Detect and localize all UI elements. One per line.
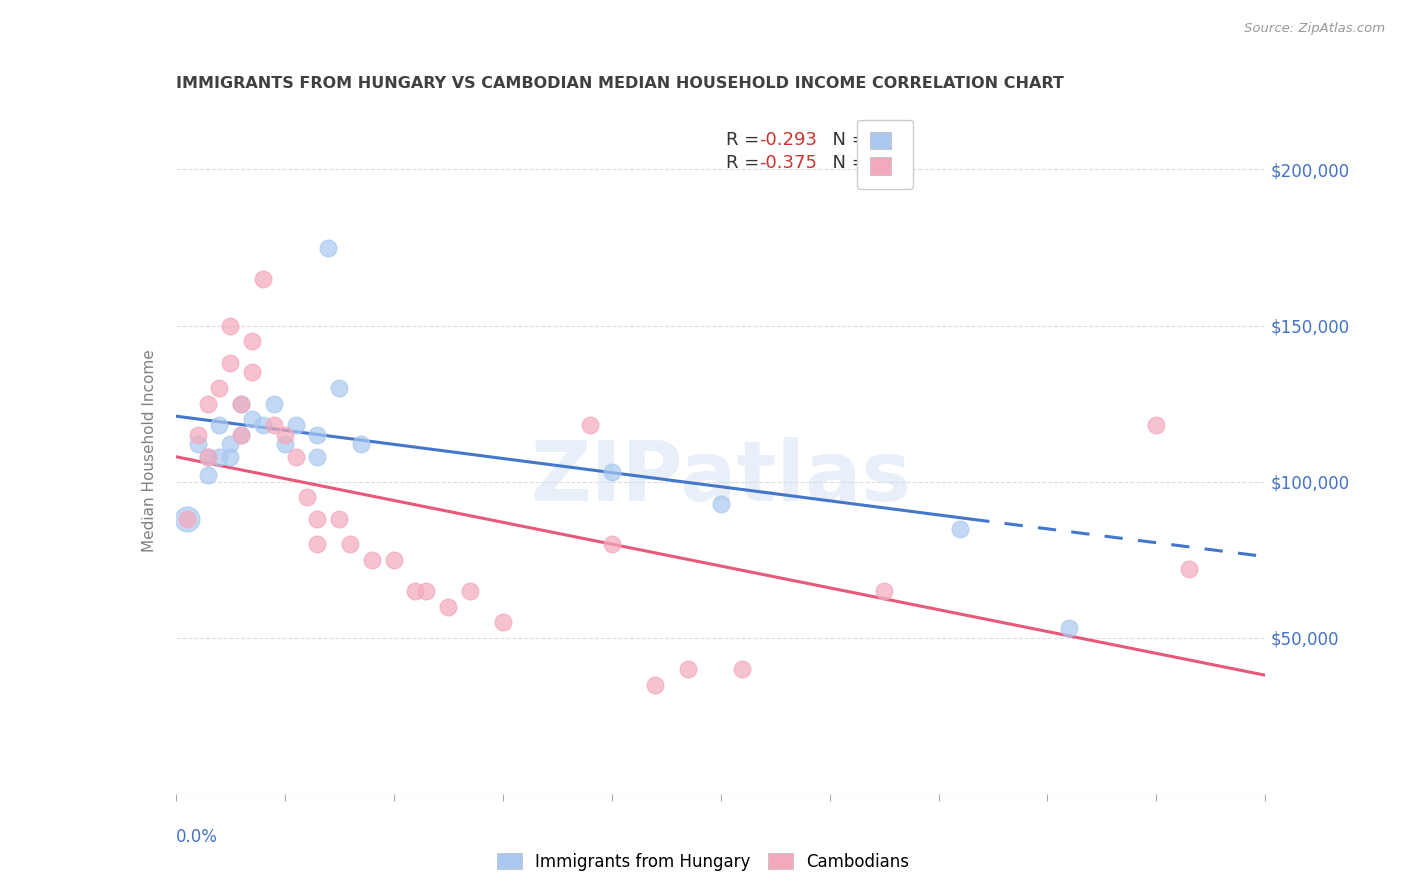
Point [600,537,623,551]
Point [219,437,242,451]
Point [328,381,350,395]
Point [437,599,460,614]
Point [231,396,253,410]
Point [284,418,307,433]
Point [492,615,515,630]
Point [350,437,373,451]
Point [1144,418,1167,433]
Text: -0.293: -0.293 [759,131,817,149]
Point [644,678,666,692]
Point [295,490,318,504]
Point [458,583,481,598]
Point [240,366,263,380]
Point [231,396,253,410]
Point [1057,621,1080,635]
Point [263,418,285,433]
Text: N =: N = [821,154,872,172]
Point [197,468,219,483]
Point [307,537,329,551]
Point [219,356,242,370]
Text: R =: R = [725,154,765,172]
Point [307,450,329,464]
Point [274,437,297,451]
Text: R =: R = [725,131,765,149]
Point [208,381,231,395]
Point [873,583,896,598]
Point [219,450,242,464]
Point [186,427,209,442]
Legend: , : , [858,120,912,189]
Point [1178,562,1201,576]
Point [219,318,242,333]
Point [208,450,231,464]
Point [949,521,972,535]
Point [252,418,274,433]
Point [600,466,623,480]
Text: ZIPatlas: ZIPatlas [530,437,911,518]
Point [240,334,263,348]
Point [176,512,198,526]
Point [284,450,307,464]
Point [710,496,733,510]
Point [307,512,329,526]
Point [263,396,285,410]
Point [197,450,219,464]
Point [382,552,405,567]
Point [231,427,253,442]
Point [307,427,329,442]
Point [208,418,231,433]
Point [240,412,263,426]
Point [318,240,340,255]
Point [252,271,274,285]
Point [731,662,754,676]
Text: N =: N = [821,131,872,149]
Point [197,450,219,464]
Point [405,583,427,598]
Point [415,583,437,598]
Point [197,396,219,410]
Point [579,418,602,433]
Text: IMMIGRANTS FROM HUNGARY VS CAMBODIAN MEDIAN HOUSEHOLD INCOME CORRELATION CHART: IMMIGRANTS FROM HUNGARY VS CAMBODIAN MED… [176,76,1063,91]
Text: 24: 24 [866,131,890,149]
Point [339,537,361,551]
Point [328,512,350,526]
Point [676,662,699,676]
Point [274,427,297,442]
Point [360,552,382,567]
Text: Source: ZipAtlas.com: Source: ZipAtlas.com [1244,22,1385,36]
Text: 0.0%: 0.0% [176,828,218,846]
Point [176,512,198,526]
Y-axis label: Median Household Income: Median Household Income [142,349,157,552]
Legend: Immigrants from Hungary, Cambodians: Immigrants from Hungary, Cambodians [489,845,917,880]
Text: 35: 35 [866,154,890,172]
Point [231,427,253,442]
Point [186,437,209,451]
Text: -0.375: -0.375 [759,154,817,172]
